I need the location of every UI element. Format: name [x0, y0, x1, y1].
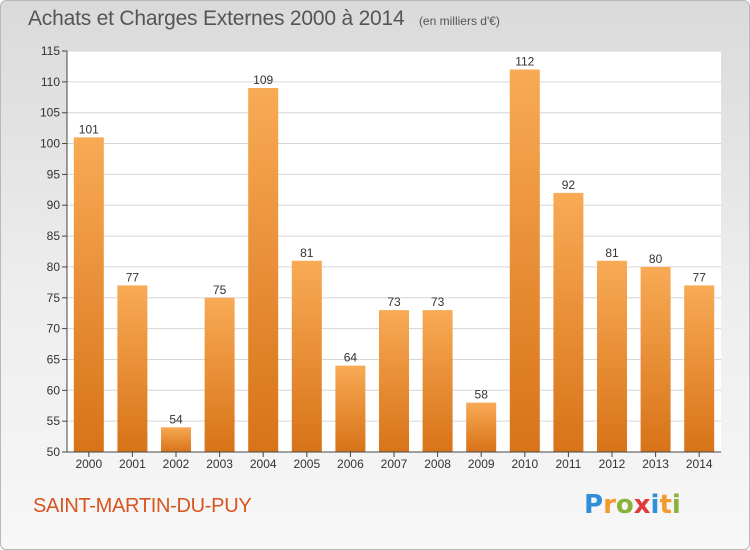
- y-tick-label: 95: [47, 167, 61, 181]
- data-label: 81: [605, 246, 619, 260]
- bar: [597, 260, 627, 452]
- brand-letter: t: [659, 490, 672, 520]
- axes: 50 55 60 65 70 75 80 85 90 95 100 105 110 115 2000 2001…: [40, 44, 721, 471]
- y-tick-label: 65: [47, 352, 61, 366]
- bar: [379, 310, 409, 452]
- bar: [161, 427, 191, 452]
- data-label: 75: [213, 283, 227, 297]
- x-tick-label: 2004: [250, 457, 277, 471]
- bar: [640, 266, 671, 452]
- data-label: 54: [169, 412, 183, 426]
- bar: [204, 297, 235, 452]
- data-label: 80: [649, 252, 663, 266]
- y-tick-label: 70: [47, 322, 61, 336]
- y-tick-label: 80: [47, 260, 61, 274]
- y-tick-label: 50: [47, 445, 61, 459]
- bar: [73, 137, 104, 452]
- x-tick-label: 2005: [293, 457, 320, 471]
- bar: [466, 402, 497, 452]
- place-name: SAINT-MARTIN-DU-PUY: [33, 495, 252, 517]
- x-tick-label: 2014: [686, 457, 713, 471]
- bar: [553, 192, 584, 452]
- brand-logo: Proxiti: [584, 490, 681, 520]
- x-tick-label: 2000: [75, 457, 102, 471]
- y-tick-label: 55: [47, 414, 61, 428]
- data-label: 92: [562, 178, 576, 192]
- data-label: 109: [253, 73, 273, 87]
- x-tick-label: 2013: [642, 457, 669, 471]
- x-tick-label: 2001: [119, 457, 146, 471]
- brand-letter: o: [615, 490, 634, 520]
- x-tick-label: 2006: [337, 457, 364, 471]
- x-tick-label: 2003: [206, 457, 233, 471]
- bar: [422, 310, 453, 452]
- title-block: Achats et Charges Externes 2000 à 2014 (…: [28, 7, 500, 31]
- bar: [117, 285, 148, 452]
- brand-letter: r: [603, 490, 616, 520]
- data-label: 58: [475, 388, 489, 402]
- data-label: 73: [431, 295, 445, 309]
- data-label: 101: [79, 122, 99, 136]
- chart-title: Achats et Charges Externes 2000 à 2014: [28, 7, 405, 30]
- y-tick-label: 105: [40, 106, 60, 120]
- brand-letter: x: [633, 490, 651, 520]
- brand-letter: i: [650, 490, 660, 520]
- y-tick-label: 110: [41, 75, 60, 89]
- bar: [335, 365, 366, 452]
- x-tick-label: 2011: [555, 457, 581, 471]
- bar: [509, 69, 540, 452]
- bars: 101 77 54 75 109 81 64 73 73 58 112 92 81 80 77: [73, 55, 715, 452]
- y-tick-label: 90: [47, 198, 61, 212]
- y-tick-label: 75: [47, 291, 61, 305]
- x-tick-label: 2010: [511, 457, 538, 471]
- y-tick-label: 115: [41, 44, 60, 58]
- x-tick-label: 2012: [599, 457, 626, 471]
- data-label: 112: [515, 55, 534, 69]
- brand-letter: P: [584, 490, 604, 520]
- data-label: 77: [693, 270, 707, 284]
- x-tick-label: 2008: [424, 457, 451, 471]
- bar: [248, 88, 279, 452]
- data-label: 64: [344, 351, 358, 365]
- y-tick-label: 100: [40, 137, 60, 151]
- brand-letter: i: [671, 490, 681, 520]
- y-tick-label: 60: [47, 383, 61, 397]
- x-tick-label: 2002: [163, 457, 190, 471]
- chart-unit: (en milliers d'€): [418, 14, 500, 28]
- data-label: 73: [387, 295, 401, 309]
- bar: [291, 260, 322, 452]
- bar: [684, 285, 715, 452]
- data-label: 81: [300, 246, 314, 260]
- y-tick-label: 85: [47, 229, 61, 243]
- data-label: 77: [126, 270, 140, 284]
- x-tick-label: 2009: [468, 457, 495, 471]
- x-tick-label: 2007: [381, 457, 408, 471]
